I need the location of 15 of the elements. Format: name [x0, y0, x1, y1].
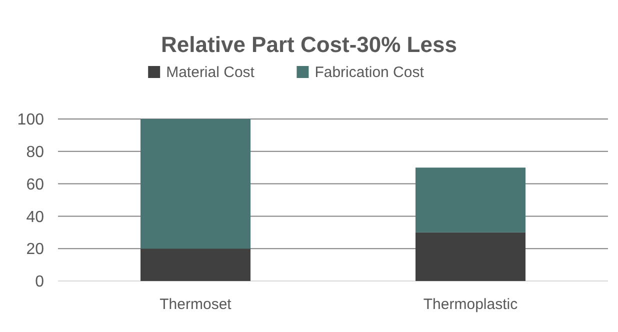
x-tick-label: Thermoplastic	[423, 296, 518, 313]
y-tick-label: 20	[26, 241, 44, 258]
bar	[140, 119, 250, 249]
bar	[416, 232, 526, 281]
legend-label: Material Cost	[166, 64, 256, 81]
bar	[140, 248, 250, 281]
y-tick-label: 60	[26, 176, 44, 194]
bar	[416, 168, 526, 232]
x-tick-label: Thermoset	[160, 296, 232, 313]
y-tick-label: 40	[26, 208, 44, 226]
y-tick-label: 0	[35, 274, 44, 291]
legend-label: Fabrication Cost	[314, 64, 425, 81]
y-tick-label: 100	[17, 112, 44, 129]
chart-title: Relative Part Cost-30% Less	[161, 32, 457, 57]
y-tick-label: 80	[26, 144, 44, 161]
